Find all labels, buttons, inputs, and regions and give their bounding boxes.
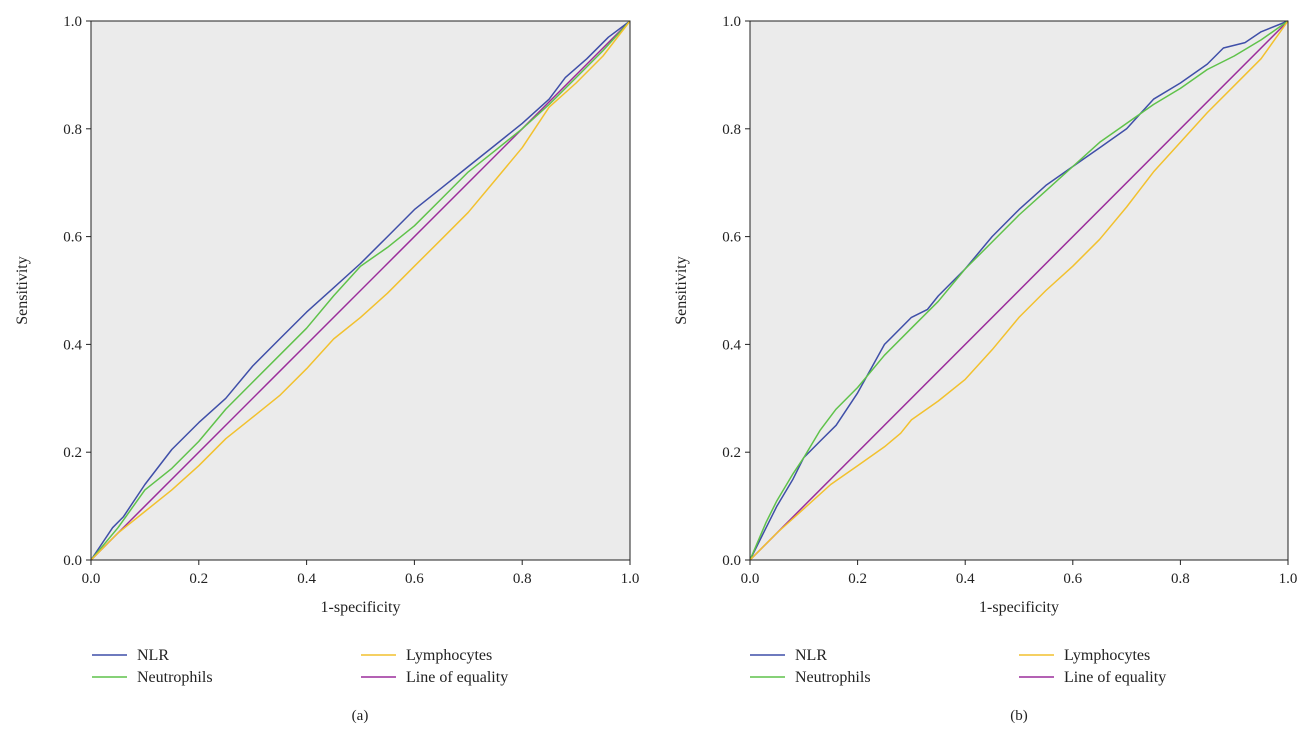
panel-caption: (a) [352, 708, 369, 724]
series-line-line-of-equality [90, 20, 631, 561]
legend-item: Line of equality [1019, 669, 1166, 686]
legend: NLR Neutrophils Lymphocytes Line of equalit… [750, 647, 1166, 686]
y-tick-label: 1.0 [722, 14, 741, 30]
legend: NLR Neutrophils Lymphocytes Line of equalit… [92, 647, 508, 686]
x-tick-label: 0.6 [1063, 571, 1082, 587]
legend-label: Lymphocytes [406, 647, 492, 664]
x-tick-label: 0.4 [956, 571, 975, 587]
x-axis-label: 1-specificity [979, 599, 1059, 616]
legend-item: Line of equality [361, 669, 508, 686]
y-axis-label: Sensitivity [673, 256, 690, 324]
series-line-lymphocytes [749, 20, 1289, 561]
y-tick-label: 0.4 [722, 337, 741, 353]
x-tick-label: 0.4 [297, 571, 316, 587]
legend-label: Neutrophils [137, 669, 213, 686]
legend-label: NLR [137, 647, 169, 664]
y-tick-label: 0.8 [63, 122, 82, 138]
x-tick-label: 1.0 [621, 571, 640, 587]
legend-label: Lymphocytes [1064, 647, 1150, 664]
legend-item: Neutrophils [750, 669, 871, 686]
series-line-line-of-equality [749, 20, 1289, 561]
y-tick-label: 0.2 [63, 445, 82, 461]
y-tick-label: 0.2 [722, 445, 741, 461]
legend-item: Lymphocytes [1019, 647, 1150, 664]
series-line-nlr [90, 20, 631, 561]
y-tick-label: 0.4 [63, 337, 82, 353]
legend-item: NLR [92, 647, 169, 664]
roc-panel-a: 0.0 0.2 0.4 0.6 0.8 1.0 0.0 0.2 0.4 0.6 0.8 1.0 1-sp… [14, 14, 639, 724]
series-line-neutrophils [90, 20, 631, 561]
x-tick-label: 0.0 [82, 571, 101, 587]
y-tick-label: 0.8 [722, 122, 741, 138]
x-tick-label: 0.2 [189, 571, 208, 587]
y-tick-label: 0.6 [722, 230, 741, 246]
plot-frame [749, 20, 1289, 561]
series-line-neutrophils [749, 20, 1289, 561]
legend-item: NLR [750, 647, 827, 664]
x-tick-label: 0.8 [513, 571, 532, 587]
y-axis-label: Sensitivity [14, 256, 31, 324]
legend-item: Lymphocytes [361, 647, 492, 664]
x-tick-label: 0.6 [405, 571, 424, 587]
x-tick-label: 0.0 [741, 571, 760, 587]
roc-panel-b: 0.0 0.2 0.4 0.6 0.8 1.0 0.0 0.2 0.4 0.6 0.8 1.0 1-sp… [673, 14, 1297, 724]
y-tick-label: 0.0 [722, 553, 741, 569]
legend-label: Line of equality [406, 669, 508, 686]
series-line-nlr [749, 20, 1289, 561]
x-tick-label: 0.8 [1171, 571, 1190, 587]
legend-label: NLR [795, 647, 827, 664]
series-line-lymphocytes [90, 20, 631, 561]
x-tick-label: 1.0 [1279, 571, 1298, 587]
y-tick-label: 0.6 [63, 230, 82, 246]
y-tick-label: 0.0 [63, 553, 82, 569]
legend-label: Line of equality [1064, 669, 1166, 686]
legend-item: Neutrophils [92, 669, 213, 686]
x-tick-label: 0.2 [848, 571, 867, 587]
y-tick-label: 1.0 [63, 14, 82, 30]
panel-caption: (b) [1010, 708, 1028, 724]
plot-frame [90, 20, 631, 561]
x-axis-label: 1-specificity [321, 599, 401, 616]
legend-label: Neutrophils [795, 669, 871, 686]
